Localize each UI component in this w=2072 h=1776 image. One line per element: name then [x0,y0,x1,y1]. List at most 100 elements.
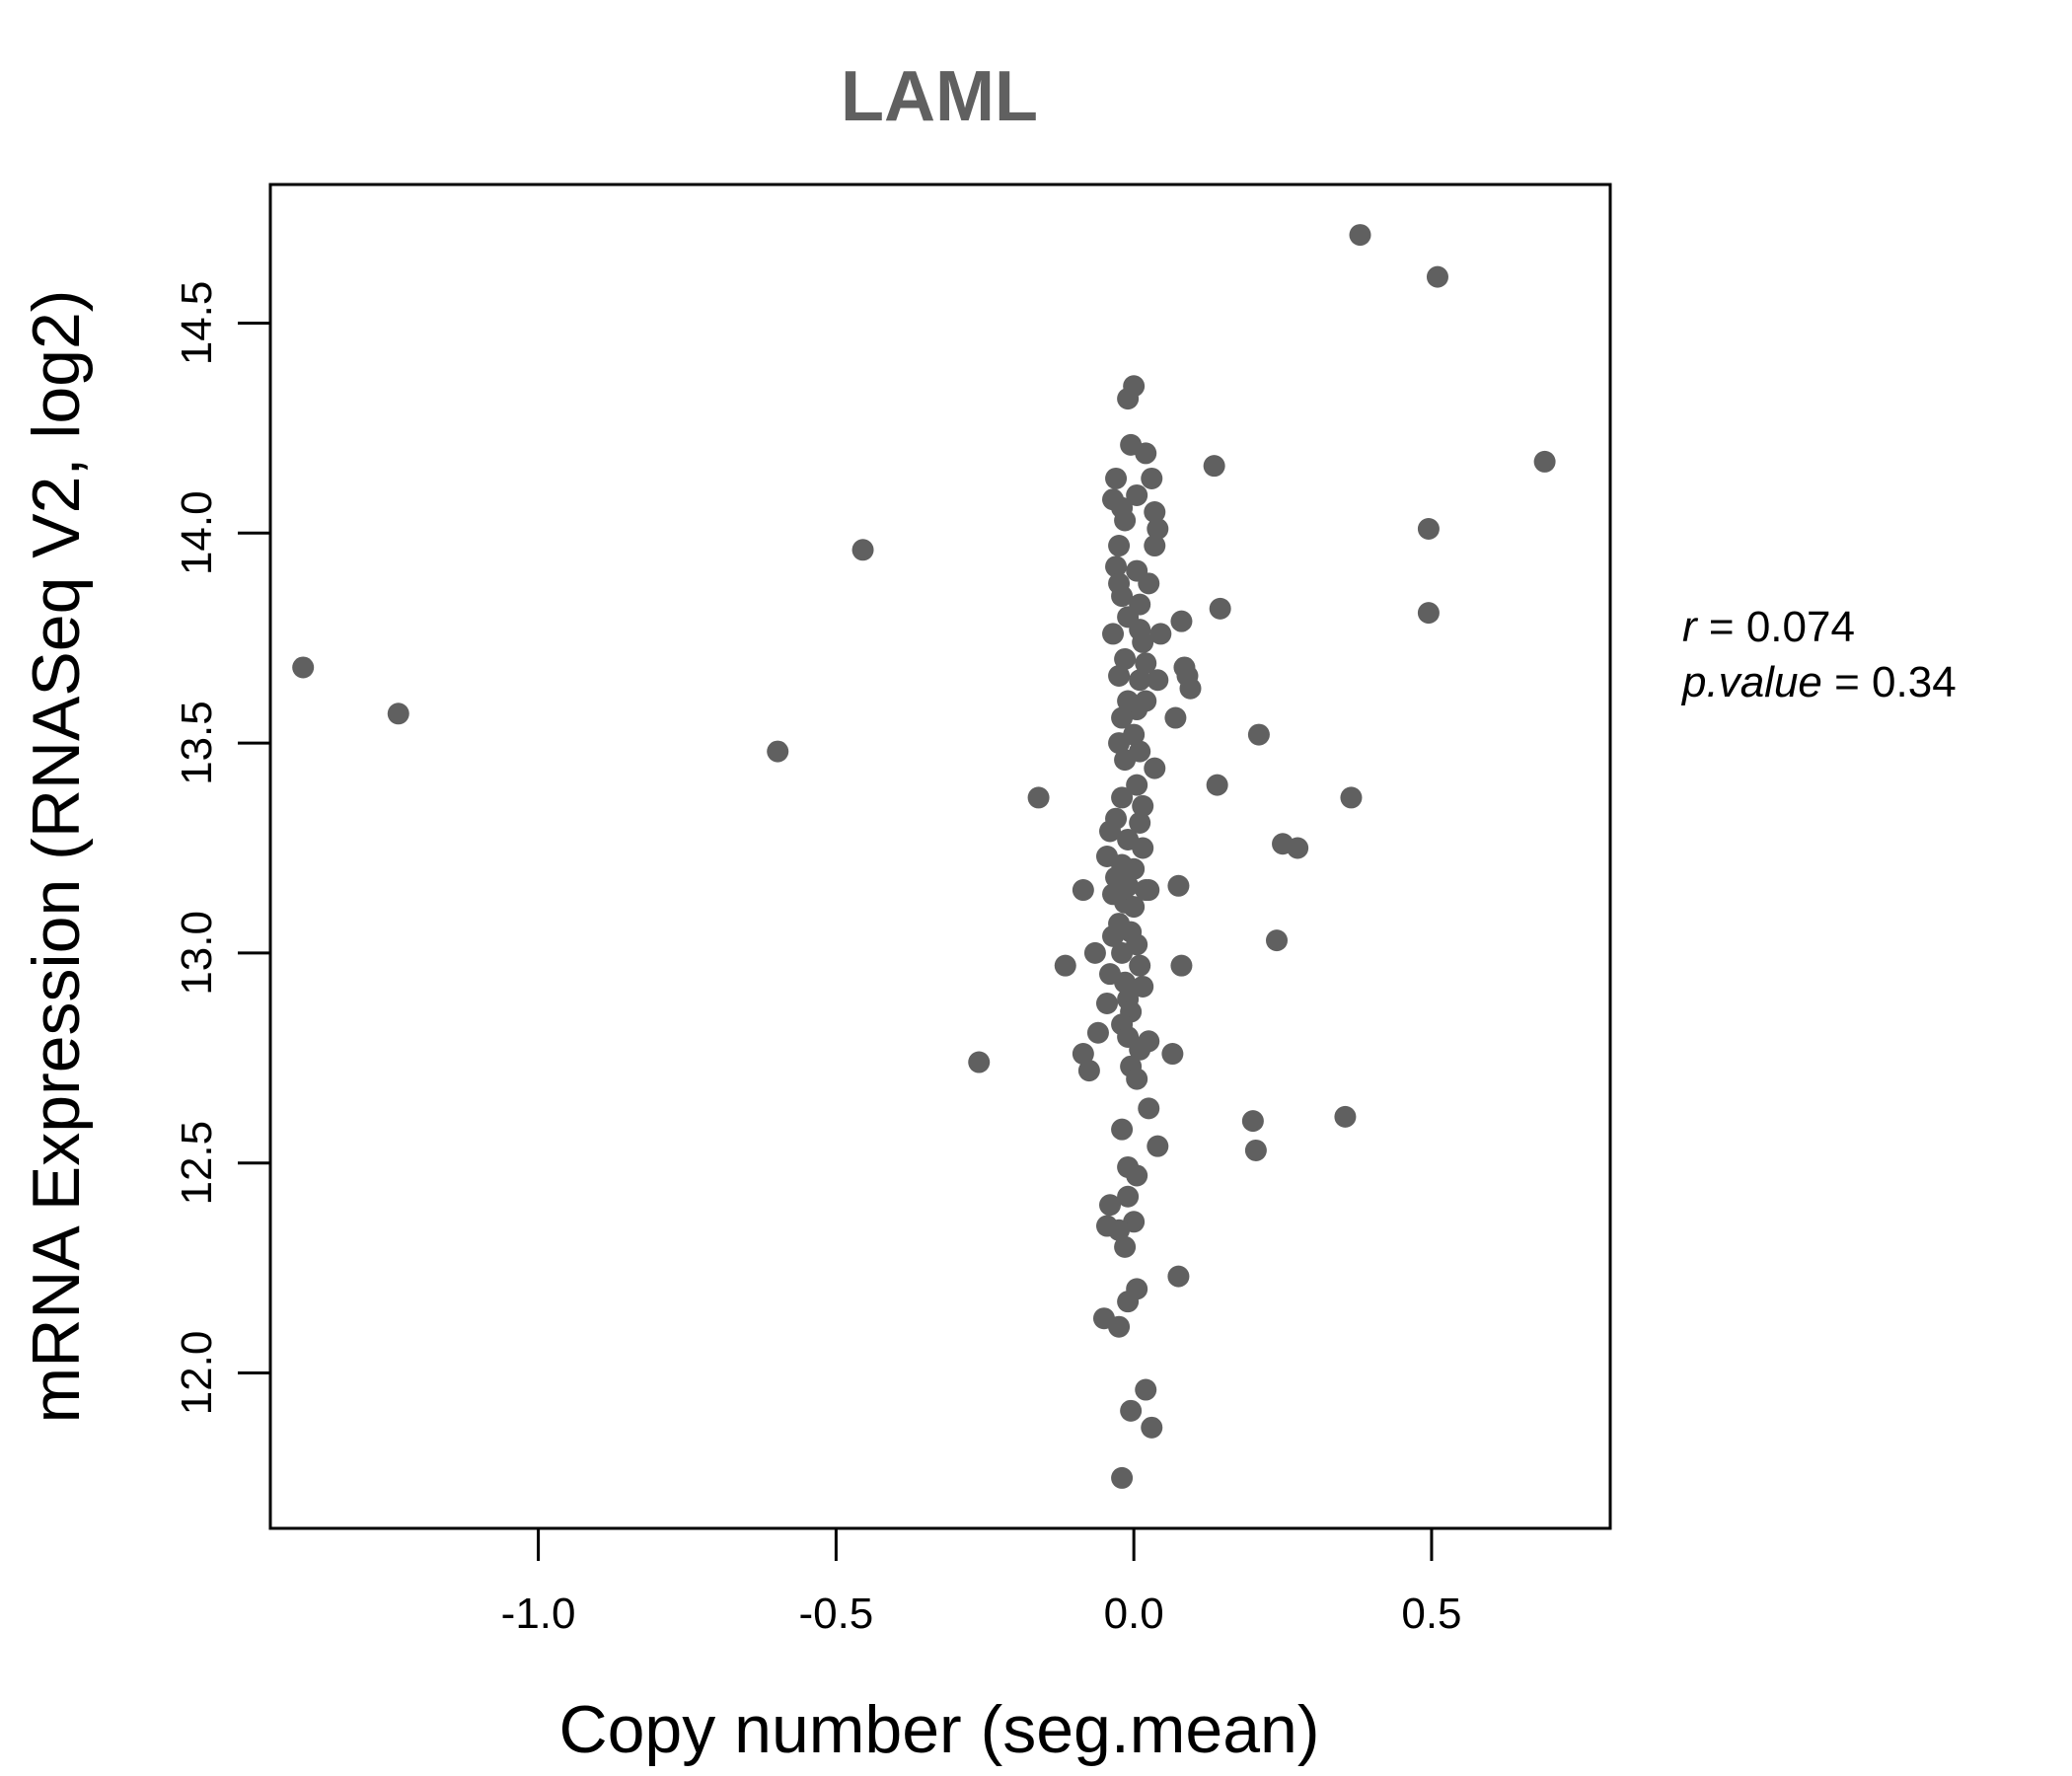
data-point [1129,811,1151,834]
data-point [1120,1399,1143,1422]
data-point [1132,630,1154,653]
data-point [1123,857,1146,880]
data-point [1126,774,1148,796]
data-point [1147,518,1169,541]
data-point [1111,1118,1134,1141]
data-point [1129,954,1151,977]
x-axis: -1.0 -0.5 0.0 0.5 [270,1526,1610,1638]
data-point [1117,1291,1140,1313]
y-axis-label: mRNA Expression (RNASeq V2, log2) [19,290,94,1424]
data-point [1102,623,1125,645]
data-point [1083,941,1106,964]
y-tick-label: 14.0 [173,490,221,575]
y-tick-label: 13.5 [173,701,221,785]
data-point [1164,706,1187,729]
y-tick-label: 14.5 [173,281,221,366]
data-point [1149,623,1172,645]
data-point [1138,1097,1160,1120]
data-point [1129,1038,1151,1061]
data-point [1108,535,1131,557]
data-point [1114,971,1137,994]
data-point [1114,749,1137,772]
data-point [1135,879,1157,902]
data-point [1147,1135,1169,1157]
points-layer [292,224,1556,1489]
data-point [1167,1265,1190,1288]
data-point [1095,992,1118,1014]
data-point [1111,786,1134,809]
data-point [1203,455,1225,478]
data-point [1111,1466,1134,1489]
data-point [1126,483,1148,506]
data-point [1077,1060,1100,1082]
y-tick-label: 13.0 [173,911,221,996]
data-point [1247,723,1270,746]
x-tick-label: 0.0 [1104,1590,1164,1638]
y-tick-label: 12.0 [173,1331,221,1416]
data-point [1334,1105,1357,1128]
data-point [1241,1110,1264,1133]
data-point [1108,664,1131,687]
data-point [1417,518,1440,541]
data-point [1102,488,1125,511]
data-point [968,1051,991,1073]
data-point [1533,450,1556,473]
data-point [1135,652,1157,675]
data-point [1117,388,1140,410]
data-point [1349,224,1371,247]
data-point [767,740,789,763]
data-point [1141,1416,1163,1439]
plot-frame [268,183,1612,1530]
data-point [1120,433,1143,456]
data-point [1132,794,1154,817]
data-point [1144,535,1166,557]
data-point [1144,757,1166,779]
data-point [1161,1043,1184,1066]
x-tick-label: -1.0 [501,1590,576,1638]
data-point [1054,954,1076,977]
data-point [1244,1139,1267,1161]
data-point [1111,706,1134,729]
data-point [851,539,874,561]
data-point [1287,837,1309,859]
data-point [1114,647,1137,670]
data-point [1132,837,1154,859]
data-point [1099,820,1122,843]
data-point [1144,500,1166,523]
data-point [1126,1068,1148,1090]
data-point [1209,597,1231,620]
x-axis-label: Copy number (seg.mean) [558,1692,1319,1767]
data-point [1108,1219,1131,1241]
data-point [1114,1235,1137,1258]
data-point [1132,975,1154,998]
data-point [1108,1315,1131,1338]
data-point [1117,1185,1140,1208]
data-point [292,656,315,679]
data-point [1102,925,1125,947]
y-tick-label: 12.5 [173,1121,221,1206]
data-point [1170,610,1193,632]
data-point [1141,467,1163,489]
data-point [1126,1164,1148,1187]
data-point [1027,786,1050,809]
data-point [1417,602,1440,625]
data-point [1086,1021,1109,1044]
data-point [1111,941,1134,964]
data-point [1266,929,1289,952]
y-axis: 12.0 12.5 13.0 13.5 14.0 14.5 [173,185,272,1528]
data-point [1206,774,1228,796]
data-point [1114,509,1137,532]
data-point [1111,585,1134,608]
data-point [387,703,409,725]
x-tick-label: 0.5 [1401,1590,1461,1638]
data-point [1126,559,1148,582]
data-point [1099,1194,1122,1217]
data-point [1072,1043,1094,1066]
data-point [1167,874,1190,897]
data-point [1105,555,1128,578]
data-point [1340,786,1363,809]
data-point [1135,1378,1157,1401]
data-point [1123,896,1146,919]
